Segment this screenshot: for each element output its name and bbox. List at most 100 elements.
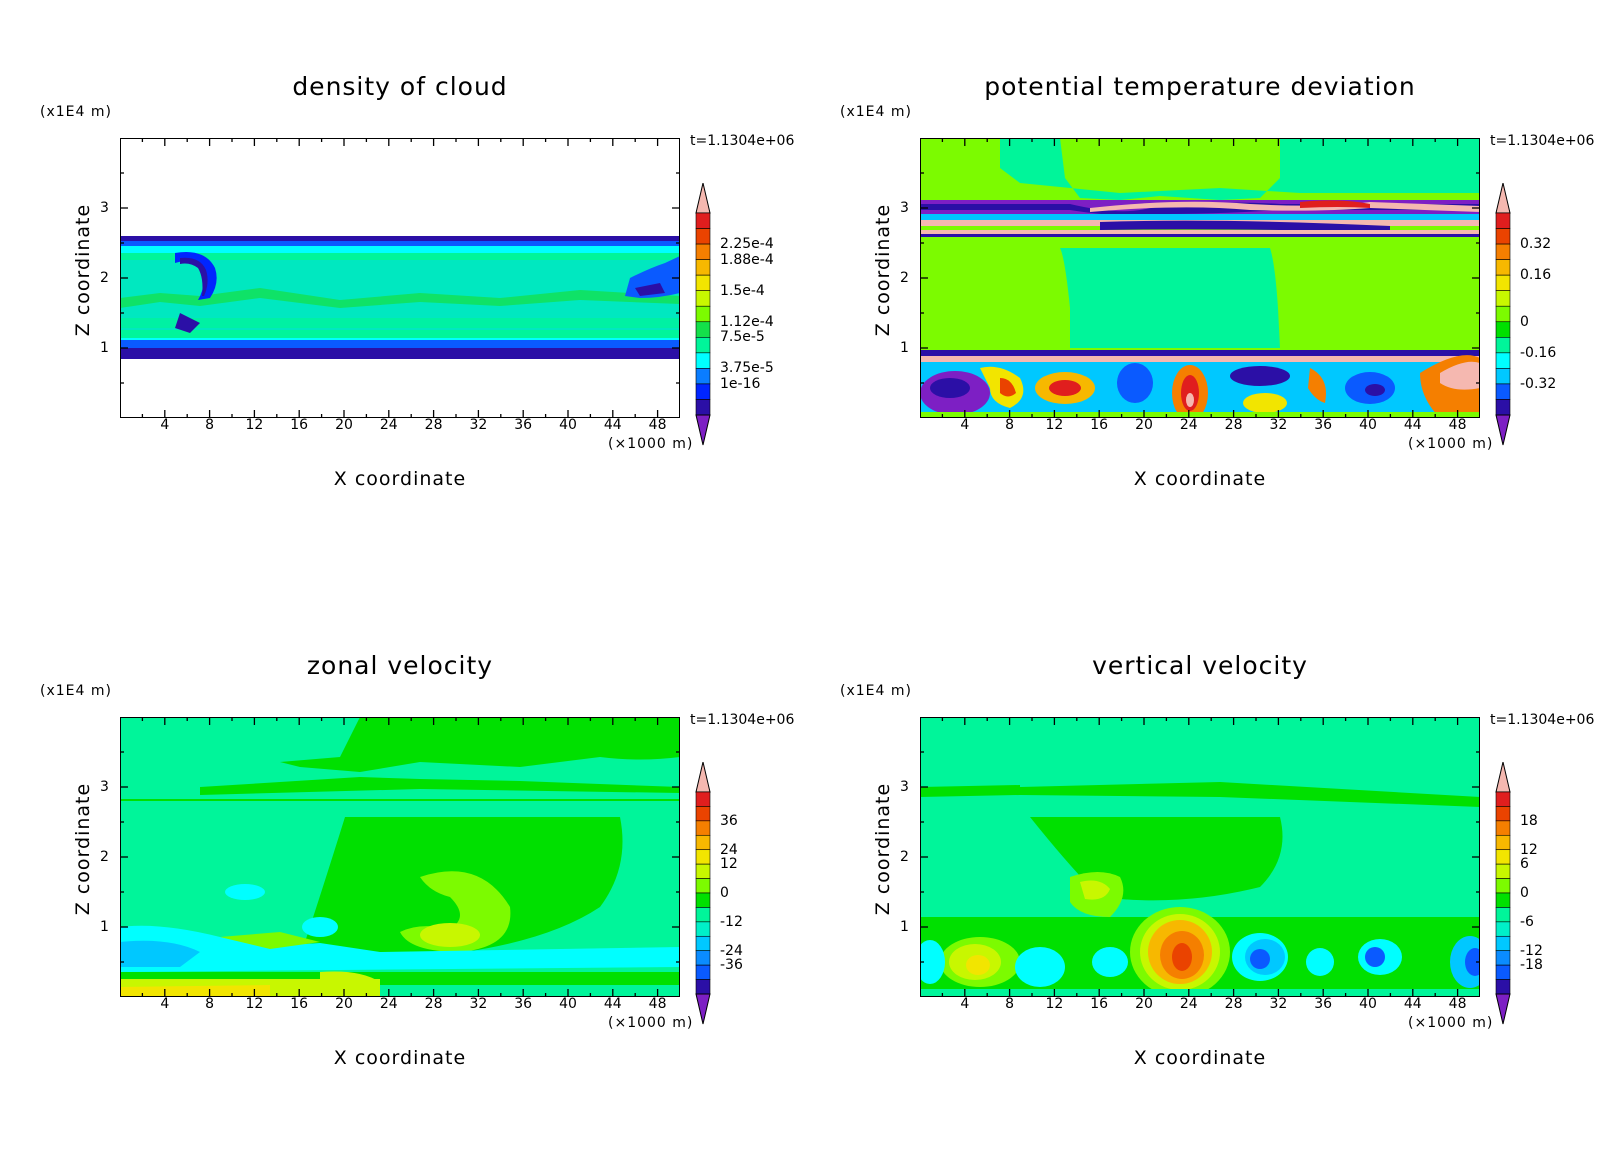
x-unit-label: (×1000 m) [608, 436, 694, 452]
y-unit-label: (x1E4 m) [840, 104, 912, 120]
x-tick-label: 36 [1314, 996, 1333, 1012]
x-tick-label: 24 [379, 417, 398, 433]
colorbar-bin [695, 921, 711, 937]
y-tick-label: 2 [900, 270, 909, 286]
colorbar-label: -36 [720, 957, 743, 974]
x-tick-label: 28 [424, 996, 443, 1012]
x-tick-label: 48 [1448, 417, 1467, 433]
x-tick-label: 8 [1005, 417, 1015, 433]
x-tick-label: 20 [1135, 417, 1153, 433]
x-tick-label: 12 [1045, 996, 1064, 1012]
x-tick-label: 4 [160, 417, 170, 433]
chart-panel-potential-temperature: potential temperature deviation (x1E4 m)… [800, 0, 1600, 579]
colorbar-bin [1495, 368, 1511, 385]
chart-panel-zonal-velocity: zonal velocity (x1E4 m) t=1.1304e+06 Z c… [0, 579, 800, 1158]
x-tick-label: 40 [1359, 996, 1377, 1012]
x-tick-label: 12 [245, 417, 264, 433]
x-tick-label: 16 [290, 996, 309, 1012]
colorbar-bin [695, 791, 711, 807]
x-tick-label: 20 [335, 417, 353, 433]
colorbar-label: 1.5e-4 [720, 282, 765, 299]
plot-area [120, 717, 680, 997]
colorbar-label: -24 [720, 942, 743, 959]
colorbar-bin [695, 305, 711, 323]
colorbar-bin [695, 950, 711, 966]
colorbar-label: 2.25e-4 [720, 236, 774, 253]
x-tick-label: 24 [379, 996, 398, 1012]
x-tick-label: 20 [335, 996, 353, 1012]
colorbar-label: 0.16 [1520, 267, 1552, 284]
x-tick-label: 40 [559, 996, 577, 1012]
plot-area [920, 717, 1480, 997]
colorbar-bin [1495, 979, 1511, 995]
y-tick-label: 2 [900, 849, 909, 865]
colorbar-bin [695, 892, 711, 908]
x-tick-label: 32 [1269, 417, 1288, 433]
x-tick-label: 4 [160, 996, 170, 1012]
colorbar-label: 36 [720, 812, 738, 829]
colorbar-bin [695, 243, 711, 260]
colorbar-overflow [1495, 183, 1511, 214]
colorbar-bin [695, 290, 711, 307]
colorbar-label: 3.75e-5 [720, 360, 774, 377]
colorbar-bin [1495, 849, 1511, 865]
y-tick-label: 2 [100, 270, 109, 286]
x-unit-label: (×1000 m) [1408, 1015, 1494, 1031]
colorbar-label: -0.16 [1520, 344, 1557, 361]
y-unit-label: (x1E4 m) [40, 683, 112, 699]
colorbar-bin [1495, 878, 1511, 894]
plot-area [120, 138, 680, 418]
colorbar-label: 6 [1520, 856, 1529, 873]
colorbar-bin [1495, 964, 1511, 980]
x-tick-label: 8 [205, 996, 215, 1012]
x-tick-label: 32 [469, 996, 488, 1012]
colorbar-bin [695, 228, 711, 245]
colorbar-bin [1495, 259, 1511, 276]
x-tick-label: 48 [1448, 996, 1467, 1012]
colorbar-underflow [695, 414, 711, 446]
colorbar-label: -6 [1520, 913, 1534, 930]
colorbar-bin [1495, 305, 1511, 323]
colorbar-label: -12 [1520, 942, 1543, 959]
colorbar-underflow [695, 993, 711, 1025]
colorbar-bin [695, 274, 711, 291]
x-tick-label: 12 [1045, 417, 1064, 433]
y-tick-label: 1 [100, 340, 109, 356]
y-axis-label: Z coordinate [872, 203, 894, 337]
colorbar-bin [695, 212, 711, 229]
colorbar-bin [1495, 399, 1511, 416]
x-tick-label: 4 [960, 417, 970, 433]
colorbar-graphic [695, 762, 711, 1025]
colorbar-bin [695, 878, 711, 894]
colorbar-bin [1495, 806, 1511, 822]
colorbar-bin [695, 979, 711, 995]
x-tick-label: 44 [1403, 996, 1422, 1012]
colorbar-label: 24 [720, 841, 738, 858]
x-tick-label: 44 [1403, 417, 1422, 433]
colorbar-label: 1.88e-4 [720, 251, 774, 268]
x-unit-label: (×1000 m) [1408, 436, 1494, 452]
colorbar-bin [1495, 337, 1511, 354]
colorbar-bin [1495, 212, 1511, 229]
colorbar-label: 1.12e-4 [720, 313, 774, 330]
chart-panel-vertical-velocity: vertical velocity (x1E4 m) t=1.1304e+06 … [800, 579, 1600, 1158]
x-tick-label: 36 [1314, 417, 1333, 433]
x-tick-label: 4 [960, 996, 970, 1012]
colorbar-graphic [1495, 183, 1511, 446]
y-tick-label: 2 [100, 849, 109, 865]
colorbar-bin [695, 964, 711, 980]
x-tick-label: 8 [1005, 996, 1015, 1012]
x-tick-label: 28 [424, 417, 443, 433]
timestamp: t=1.1304e+06 [690, 712, 795, 728]
timestamp: t=1.1304e+06 [1490, 712, 1595, 728]
colorbar-overflow [1495, 762, 1511, 793]
colorbar-bin [695, 368, 711, 385]
x-tick-label: 12 [245, 996, 264, 1012]
colorbar-bin [1495, 950, 1511, 966]
x-tick-label: 28 [1224, 996, 1243, 1012]
y-tick-label: 3 [900, 200, 909, 216]
x-axis-label: X coordinate [1133, 1047, 1267, 1069]
colorbar-graphic [695, 183, 711, 446]
colorbar-bin [695, 383, 711, 400]
colorbar-label: 18 [1520, 812, 1538, 829]
